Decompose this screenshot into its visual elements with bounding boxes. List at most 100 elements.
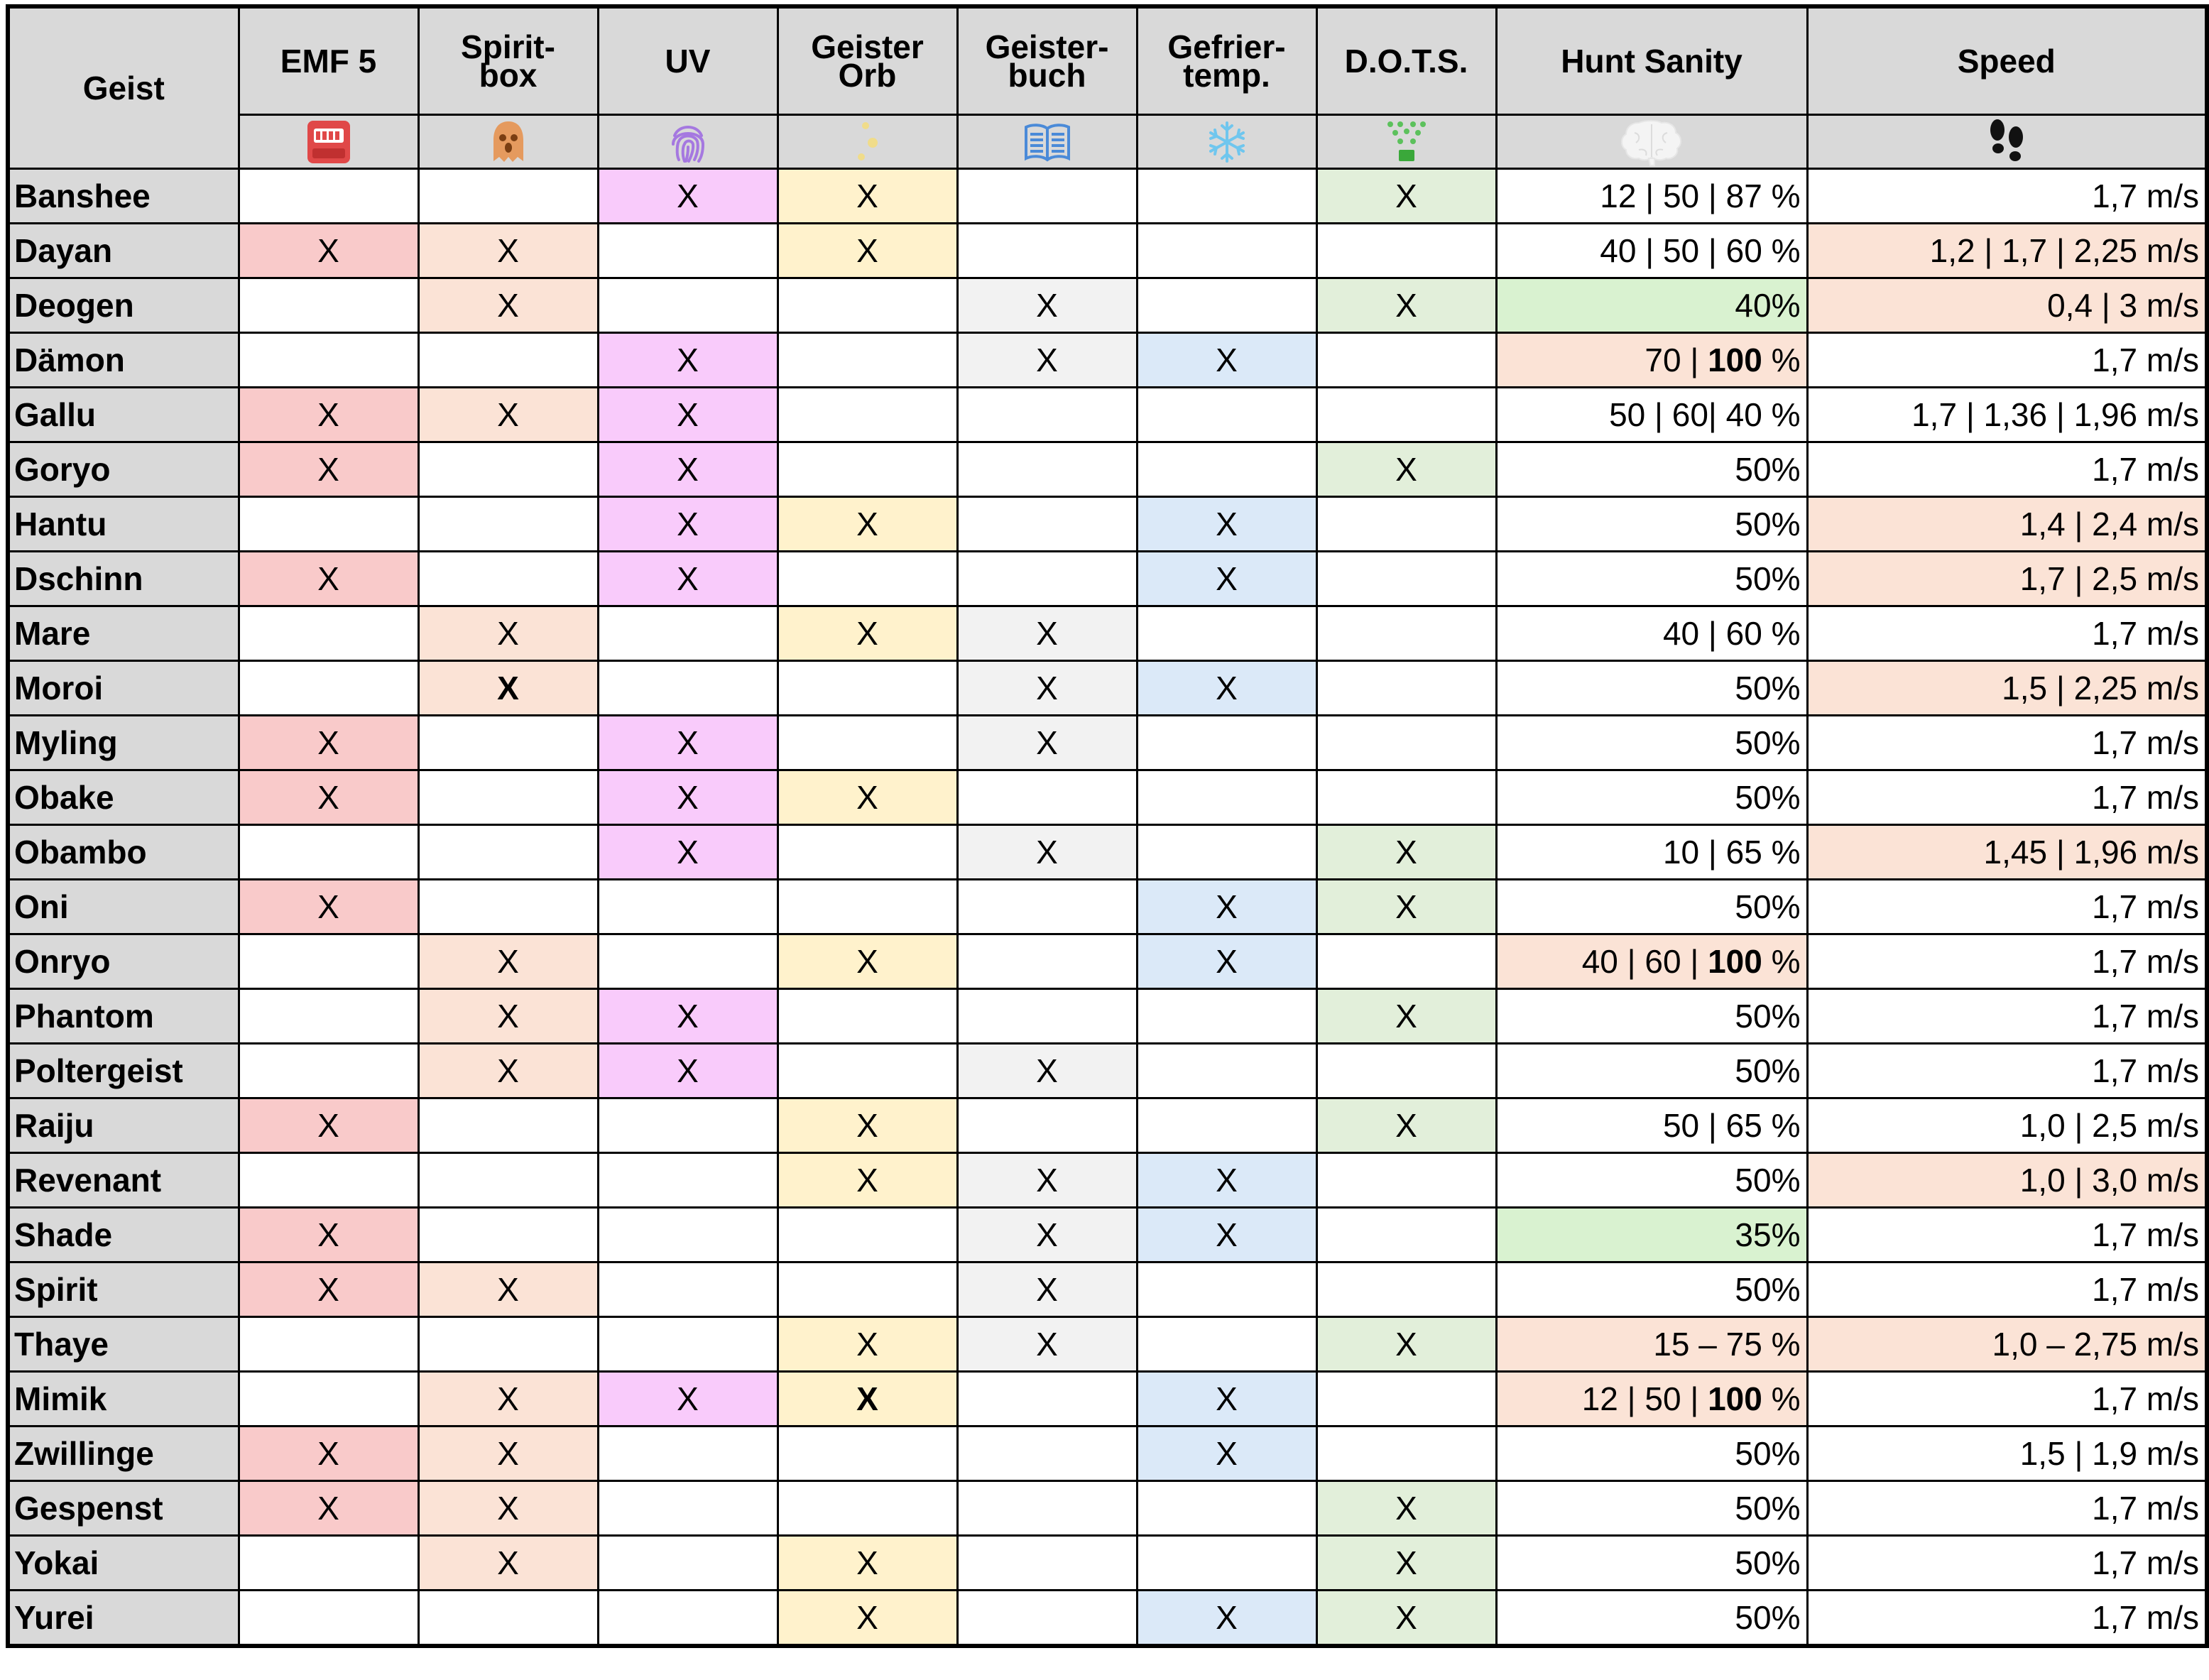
hunt-sanity-cell: 50%	[1495, 1261, 1809, 1318]
evidence-mark: X	[1036, 834, 1058, 871]
hunt-sanity-max: 100	[1708, 342, 1762, 378]
evidence-mark: X	[856, 779, 878, 816]
table-row: Raiju X X X 50 | 65 % 1,0 | 2,5 m/s	[6, 1097, 2208, 1154]
speed-cell: 1,7 m/s	[1806, 332, 2208, 388]
evidence-mark: X	[856, 1107, 878, 1144]
footprints-icon	[1990, 119, 2023, 161]
ghost-name: Banshee	[6, 168, 240, 224]
ghost-orb-cell	[776, 714, 959, 771]
evidence-mark: X	[1036, 1052, 1058, 1089]
hunt-sanity-value: 50 | 60| 40 %	[1609, 396, 1801, 433]
uv-cell	[596, 1206, 779, 1263]
spirit-box-cell	[417, 1589, 599, 1647]
ghost-name: Dayan	[6, 222, 240, 279]
ghost-orb-icon	[857, 121, 878, 160]
spirit-box-cell: X	[417, 605, 599, 662]
ghost-writing-cell	[956, 1425, 1138, 1482]
evidence-mark: X	[1216, 1216, 1238, 1253]
spirit-box-cell	[417, 1097, 599, 1154]
ghost-orb-cell: X	[776, 1152, 959, 1209]
table-row: Shade X X X 35% 1,7 m/s	[6, 1206, 2208, 1263]
speed-cell: 1,7 m/s	[1806, 1261, 2208, 1318]
header-freezing-line1: Gefrier-	[1167, 28, 1286, 65]
ghost-name: Mimik	[6, 1370, 240, 1427]
evidence-mark: X	[677, 834, 699, 871]
header-ghost-orb: Geister Orb	[776, 5, 959, 116]
evidence-mark: X	[677, 560, 699, 597]
spirit-box-cell	[417, 1316, 599, 1373]
evidence-mark: X	[1395, 1326, 1417, 1363]
ghost-orb-cell	[776, 1206, 959, 1263]
hunt-sanity-value: 50%	[1735, 1544, 1801, 1581]
evidence-mark: X	[317, 1216, 339, 1253]
evidence-mark: X	[317, 1271, 339, 1308]
evidence-mark: X	[317, 560, 339, 597]
header-uv: UV	[596, 5, 779, 116]
ghost-orb-cell	[776, 332, 959, 388]
emf-cell	[237, 660, 420, 716]
table-row: Deogen X X X 40% 0,4 | 3 m/s	[6, 277, 2208, 334]
freezing-temps-cell: X	[1135, 1425, 1318, 1482]
ghost-name: Dschinn	[6, 550, 240, 607]
hunt-sanity-value: 50%	[1735, 888, 1801, 925]
hunt-sanity-cell: 50%	[1495, 441, 1809, 498]
dots-cell	[1315, 1152, 1498, 1209]
freezing-temps-cell: X	[1135, 933, 1318, 990]
hunt-sanity-cell: 50 | 60| 40 %	[1495, 386, 1809, 443]
emf-cell	[237, 1589, 420, 1647]
spirit-box-cell: X	[417, 386, 599, 443]
hunt-sanity-cell: 50%	[1495, 988, 1809, 1044]
ghost-orb-cell: X	[776, 769, 959, 826]
spirit-box-ghost-icon	[493, 121, 523, 162]
table-row: Spirit X X X 50% 1,7 m/s	[6, 1261, 2208, 1318]
emf-cell	[237, 988, 420, 1044]
dots-cell: X	[1315, 168, 1498, 224]
ghost-orb-cell: X	[776, 496, 959, 552]
table-row: Hantu X X X 50% 1,4 | 2,4 m/s	[6, 496, 2208, 552]
ghost-writing-cell	[956, 988, 1138, 1044]
evidence-mark: X	[677, 178, 699, 214]
hunt-sanity-cell: 40 | 50 | 60 %	[1495, 222, 1809, 279]
hunt-sanity-value: 50%	[1735, 1490, 1801, 1527]
dots-cell	[1315, 605, 1498, 662]
ghost-orb-cell	[776, 988, 959, 1044]
uv-cell: X	[596, 386, 779, 443]
speed-cell: 1,2 | 1,7 | 2,25 m/s	[1806, 222, 2208, 279]
uv-cell	[596, 1589, 779, 1647]
uv-cell	[596, 660, 779, 716]
evidence-mark: X	[856, 1162, 878, 1199]
uv-cell	[596, 222, 779, 279]
ghost-orb-cell	[776, 277, 959, 334]
emf-cell	[237, 933, 420, 990]
ghost-writing-cell	[956, 933, 1138, 990]
uv-cell: X	[596, 496, 779, 552]
hunt-sanity-value: 40 | 60 %	[1662, 615, 1801, 652]
spirit-box-cell: X	[417, 1534, 599, 1591]
emf-cell	[237, 1042, 420, 1099]
dots-cell	[1315, 714, 1498, 771]
hunt-sanity-cell: 50%	[1495, 769, 1809, 826]
icon-cell-emf	[237, 114, 420, 170]
evidence-mark: X	[1036, 670, 1058, 707]
table-row: Dschinn X X X 50% 1,7 | 2,5 m/s	[6, 550, 2208, 607]
speed-cell: 1,7 m/s	[1806, 1534, 2208, 1591]
table-row: Dayan X X X 40 | 50 | 60 % 1,2 | 1,7 | 2,25 m…	[6, 222, 2208, 279]
dots-cell	[1315, 660, 1498, 716]
evidence-mark: X	[497, 670, 519, 707]
header-hunt-sanity: Hunt Sanity	[1495, 5, 1809, 116]
hunt-sanity-value: 12 | 50 | 87 %	[1600, 178, 1801, 214]
ghost-name: Myling	[6, 714, 240, 771]
freezing-temps-cell	[1135, 605, 1318, 662]
evidence-mark: X	[1216, 342, 1238, 378]
evidence-mark: X	[1036, 1326, 1058, 1363]
ghost-name: Phantom	[6, 988, 240, 1044]
hunt-sanity-cell: 50%	[1495, 550, 1809, 607]
dots-cell: X	[1315, 277, 1498, 334]
evidence-mark: X	[317, 1435, 339, 1472]
dots-cell: X	[1315, 824, 1498, 880]
header-speed-label: Speed	[1957, 43, 2056, 80]
hunt-sanity-value: 50%	[1735, 506, 1801, 542]
table-row: Onryo X X X 40 | 60 | 100 % 1,7 m/s	[6, 933, 2208, 990]
speed-cell: 0,4 | 3 m/s	[1806, 277, 2208, 334]
freezing-temps-cell	[1135, 386, 1318, 443]
